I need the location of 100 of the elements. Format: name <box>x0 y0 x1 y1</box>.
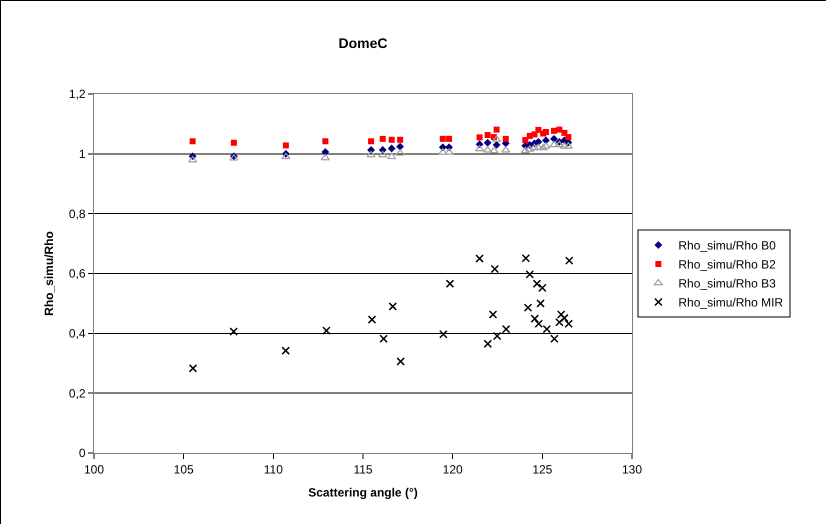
point <box>536 299 545 308</box>
point <box>474 144 484 152</box>
x-tick-label: 100 <box>84 462 104 476</box>
x-axis-title: Scattering angle (°) <box>308 485 418 500</box>
y-tick-label: 0,4 <box>68 326 86 341</box>
point <box>439 330 448 338</box>
point <box>396 142 404 151</box>
point <box>494 126 500 133</box>
point <box>560 142 570 149</box>
point <box>541 142 551 149</box>
y-axis-title: Rho_simu/Rho <box>42 231 56 316</box>
legend-label: Rho_simu/Rho MIR <box>678 296 784 310</box>
y-tick-label: 1 <box>78 147 86 162</box>
point <box>322 138 328 144</box>
point <box>550 334 559 343</box>
point <box>190 138 196 144</box>
point <box>524 303 532 312</box>
point <box>484 132 491 138</box>
point <box>556 310 566 319</box>
point <box>534 320 543 328</box>
legend-label: Rho_simu/Rho B0 <box>678 238 776 253</box>
point <box>538 144 548 150</box>
point <box>484 138 492 147</box>
point <box>532 279 542 288</box>
point <box>538 284 547 292</box>
point <box>492 140 500 149</box>
point <box>388 136 395 143</box>
y-tick-label: 0 <box>78 446 86 460</box>
point <box>501 146 510 153</box>
point <box>488 310 498 319</box>
point <box>490 264 500 274</box>
point <box>520 146 530 154</box>
point <box>560 314 569 322</box>
point <box>526 270 534 279</box>
point <box>380 136 386 142</box>
chart-title: DomeC <box>338 34 388 51</box>
point <box>229 327 238 336</box>
point <box>397 136 404 143</box>
point <box>489 146 499 154</box>
x-tick-label: 125 <box>532 462 553 476</box>
y-tick-label: 0,8 <box>68 206 86 221</box>
point <box>556 126 562 133</box>
point <box>388 302 398 311</box>
y-tick-label: 0,6 <box>68 266 86 281</box>
y-tick-label: 0,2 <box>68 386 86 400</box>
legend-label: Rho_simu/Rho B2 <box>678 258 776 272</box>
point <box>502 324 510 334</box>
point <box>395 149 405 156</box>
point <box>281 152 291 160</box>
point <box>321 148 330 156</box>
y-tick-label: 1,2 <box>68 87 86 102</box>
point <box>446 279 454 288</box>
point <box>368 138 374 144</box>
point <box>542 136 550 144</box>
point <box>550 134 558 143</box>
point <box>387 152 396 160</box>
point <box>396 357 405 366</box>
point <box>230 140 237 146</box>
point <box>522 254 530 262</box>
point <box>483 146 492 153</box>
point <box>366 150 376 158</box>
point <box>320 154 330 160</box>
point <box>531 131 538 138</box>
x-tick-label: 120 <box>442 462 463 476</box>
point <box>444 148 454 155</box>
x-tick-label: 110 <box>264 462 284 476</box>
point <box>530 314 540 323</box>
point <box>388 144 396 152</box>
point <box>525 145 534 152</box>
point <box>549 140 559 148</box>
point <box>440 136 446 142</box>
point <box>502 136 509 142</box>
point <box>530 144 540 150</box>
point <box>522 137 528 144</box>
point <box>564 142 573 149</box>
x-tick-label: 115 <box>353 462 373 476</box>
point <box>379 334 388 343</box>
point <box>282 142 289 148</box>
point <box>446 136 452 142</box>
point <box>542 128 549 135</box>
point <box>565 134 572 140</box>
point <box>550 128 557 134</box>
point <box>475 254 484 263</box>
point <box>564 256 574 265</box>
point <box>378 150 388 158</box>
point <box>484 340 492 348</box>
point <box>542 324 552 334</box>
point <box>534 144 544 150</box>
point <box>322 326 331 335</box>
point <box>368 315 376 324</box>
point <box>492 135 502 142</box>
point <box>438 148 448 155</box>
point <box>554 140 564 148</box>
x-tick-label: 130 <box>622 462 642 476</box>
legend-label: Rho_simu/Rho B3 <box>678 276 776 291</box>
point <box>492 332 502 340</box>
point <box>476 134 483 140</box>
point <box>188 364 198 373</box>
point <box>281 346 290 355</box>
x-tick-label: 105 <box>174 462 194 476</box>
